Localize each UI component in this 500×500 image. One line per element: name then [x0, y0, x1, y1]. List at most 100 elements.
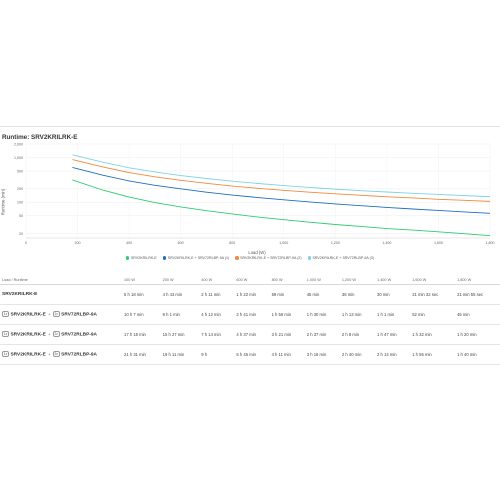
battery-pack-name: SRV72RLBP-9A: [61, 352, 98, 358]
runtime-value: 9 h: [199, 344, 235, 365]
battery-pack-name: SRV72RLBP-9A: [61, 312, 98, 318]
runtime-value: 3 h 16 min: [304, 344, 340, 365]
legend-dot-icon: [235, 256, 239, 260]
table-row: SRV2KRILRK-E 5 h 18 min 4 h 43 min 2 h 11 m…: [0, 284, 500, 305]
header-load-column: 100 W: [122, 276, 161, 285]
header-load-column: 600 W: [234, 276, 270, 285]
runtime-value: 2 h 8 min: [339, 324, 376, 345]
x-tick-label: 600: [178, 241, 184, 245]
runtime-value: 5 h 45 min: [234, 344, 270, 365]
runtime-value: 15 h 27 min: [160, 324, 200, 345]
runtime-value: 2 h 41 min: [234, 304, 270, 325]
plus-sign: +: [47, 352, 51, 358]
runtime-value: 7 h 14 min: [199, 324, 235, 345]
runtime-value: 1 h 22 min: [234, 284, 270, 305]
quantity-badge: 2x: [52, 331, 60, 338]
runtime-value: 45 min: [304, 284, 340, 305]
x-tick-label: 400: [126, 241, 132, 245]
y-tick-label: 100: [17, 201, 23, 205]
table-row: 1x SRV2KRILRK-E +3x SRV72RLBP-9A 21 h 31 min…: [0, 344, 500, 365]
header-load-column: 1,200 W: [339, 276, 376, 285]
configuration-cell: SRV2KRILRK-E: [0, 284, 122, 305]
series-line-4: [72, 154, 491, 198]
runtime-value: 2 h 37 min: [304, 324, 340, 345]
runtime-value: 4 h 37 min: [234, 324, 270, 345]
runtime-value: 45 min: [455, 304, 500, 325]
x-tick-label: 1,800: [486, 241, 495, 245]
plus-sign: +: [47, 332, 51, 338]
y-tick-label: 2,000: [14, 142, 23, 146]
legend-dot-icon: [126, 256, 130, 260]
runtime-value: 9 h 1 min: [160, 304, 200, 325]
header-load-column: 1,000 W: [304, 276, 340, 285]
series-line-1: [72, 179, 491, 237]
plus-sign: +: [47, 312, 51, 318]
quantity-badge: 1x: [2, 331, 9, 338]
chart-legend: SRV2KRILRK-E SRV2KRILRK-E + SRV72RLBP-9A …: [0, 256, 500, 260]
quantity-badge: 1x: [2, 351, 9, 358]
ups-model-name: SRV2KRILRK-E: [2, 292, 38, 297]
y-tick-label: 200: [17, 187, 23, 191]
battery-pack-name: SRV72RLBP-9A: [61, 332, 98, 338]
runtime-value: 1 h 1 min: [375, 304, 411, 325]
header-load-column: 400 W: [199, 276, 235, 285]
legend-item[interactable]: SRV2KRILRK-E: [126, 256, 157, 260]
legend-label: SRV2KRILRK-E: [130, 256, 157, 260]
configuration-cell: 1x SRV2KRILRK-E +2x SRV72RLBP-9A: [0, 324, 122, 345]
runtime-value: 4 h 12 min: [199, 304, 235, 325]
legend-item[interactable]: SRV2KRILRK-E + SRV72RLBP-9A (1): [162, 256, 229, 260]
legend-dot-icon: [307, 256, 311, 260]
header-load-column: 200 W: [160, 276, 200, 285]
x-tick-label: 800: [229, 241, 235, 245]
header-load-column: 800 W: [269, 276, 305, 285]
runtime-value: 4 h 43 min: [160, 284, 200, 305]
ups-model-name: SRV2KRILRK-E: [10, 332, 46, 338]
runtime-value: 19 h 11 min: [160, 344, 200, 365]
runtime-panel: Runtime: SRV2KRILRK-E 2,000 1,000 50 0 200 10…: [0, 126, 500, 368]
runtime-value: 5 h 18 min: [122, 284, 161, 305]
y-axis-label: Runtime (min): [1, 188, 6, 215]
runtime-value: 1 h 47 min: [375, 324, 411, 345]
header-load-runtime: Load / Runtime: [0, 276, 122, 285]
x-tick-label: 1,000: [279, 241, 288, 245]
runtime-value: 59 min: [269, 284, 305, 305]
runtime-value: 21 min 55 sec: [455, 284, 500, 305]
header-load-column: 1,800 W: [455, 276, 500, 285]
runtime-value: 17 h 18 min: [122, 324, 161, 345]
x-tick-label: 200: [75, 241, 81, 245]
x-tick-label: 1,400: [382, 241, 391, 245]
runtime-value: 2 h 14 min: [375, 344, 411, 365]
runtime-value: 52 min: [410, 304, 456, 325]
series-line-2: [72, 167, 491, 214]
y-tick-label: 50: [19, 214, 23, 218]
panel-divider: [0, 126, 500, 127]
x-axis-label: Load (W): [248, 250, 266, 255]
legend-dot-icon: [162, 256, 167, 260]
runtime-chart: 2,000 1,000 500 200 100 50 20 0 200 400 600 800 1,0…: [1, 142, 495, 255]
legend-item[interactable]: SRV2KRILRK-E + SRV72RLBP-9A (3): [307, 256, 374, 260]
configuration-cell: 1x SRV2KRILRK-E +3x SRV72RLBP-9A: [0, 344, 122, 365]
ups-model-name: SRV2KRILRK-E: [10, 352, 46, 358]
runtime-value: 21 min 32 sec: [410, 284, 456, 305]
runtime-value: 21 h 31 min: [122, 344, 161, 365]
y-tick-label: 20: [19, 232, 23, 236]
x-tick-label: 1,600: [434, 241, 443, 245]
runtime-value: 1 h 56 min: [269, 304, 305, 325]
legend-item[interactable]: SRV2KRILRK-E + SRV72RLBP-9A (2): [235, 256, 302, 260]
runtime-value: 2 h 40 min: [339, 344, 376, 365]
series-line-3: [72, 159, 491, 202]
table-row: 1x SRV2KRILRK-E +2x SRV72RLBP-9A 17 h 18 min…: [0, 324, 500, 345]
runtime-value: 3 h 21 min: [269, 324, 305, 345]
quantity-badge: 3x: [52, 351, 60, 358]
runtime-value: 1 h 32 min: [410, 324, 456, 345]
table-row: 1x SRV2KRILRK-E +1x SRV72RLBP-9A 10 h 7 min 9…: [0, 304, 500, 325]
runtime-value: 1 h 30 min: [304, 304, 340, 325]
quantity-badge: 1x: [2, 311, 9, 318]
x-tick-label: 0: [25, 241, 27, 245]
runtime-value: 36 min: [339, 284, 376, 305]
runtime-value: 4 h 11 min: [269, 344, 305, 365]
chart-title: Runtime: SRV2KRILRK-E: [2, 134, 78, 141]
quantity-badge: 1x: [52, 311, 60, 318]
